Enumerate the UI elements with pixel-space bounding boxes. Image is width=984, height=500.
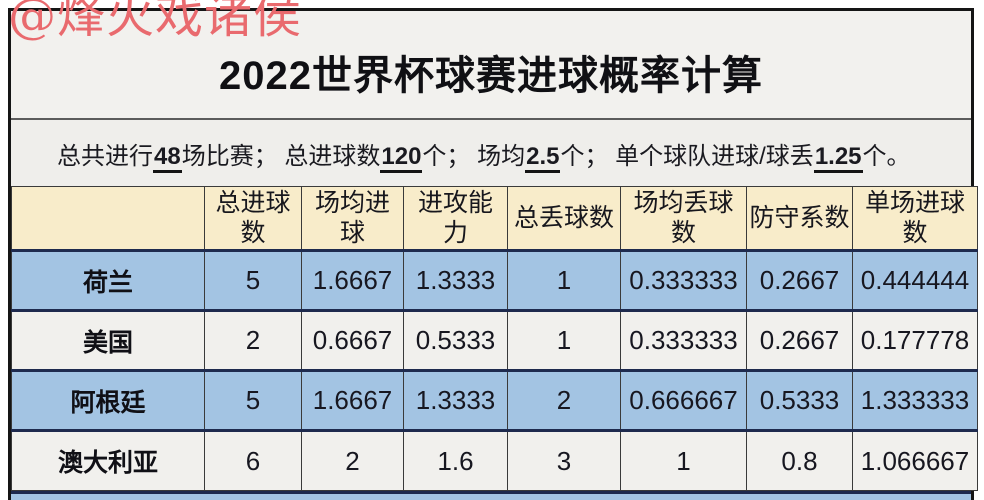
value-cell: 0.333333	[620, 249, 747, 312]
value-cell: 0.5333	[746, 369, 853, 432]
value-cell: 6	[204, 430, 302, 491]
summary-fragment: 个； 场均	[422, 142, 526, 170]
value-cell: 0.6667	[301, 310, 404, 371]
watermark-text: @烽火戏诸侯	[8, 0, 303, 44]
value-cell: 1.6667	[301, 369, 404, 432]
team-name-cell: 澳大利亚	[11, 430, 205, 491]
value-cell: 0.666667	[620, 369, 747, 432]
value-cell: 1.6667	[301, 249, 404, 312]
value-cell: 1.3333	[403, 369, 508, 432]
table-row: 荷兰 5 1.6667 1.3333 1 0.333333 0.2667 0.444444	[11, 249, 978, 312]
header-cell: 进攻能 力	[403, 186, 508, 252]
value-cell: 1.3333	[403, 249, 508, 312]
table-row: 美国 2 0.6667 0.5333 1 0.333333 0.2667 0.177778	[11, 310, 978, 371]
table-row: 阿根廷 5 1.6667 1.3333 2 0.666667 0.5333 1.333333	[11, 369, 978, 432]
header-cell: 总进球 数	[204, 186, 302, 252]
value-cell: 1.066667	[852, 430, 978, 491]
value-cell: 2	[204, 310, 302, 371]
summary-fragment: 场比赛； 总进球数	[181, 142, 381, 170]
value-cell: 5	[204, 369, 302, 432]
header-cell-team	[11, 186, 205, 252]
value-cell: 2	[301, 430, 404, 491]
summary-number: 2.5	[525, 142, 561, 173]
summary-text: 总共进行48场比赛； 总进球数120个； 场均2.5个； 单个球队进球/球丢1.…	[57, 136, 911, 173]
value-cell: 1.333333	[852, 369, 978, 432]
value-cell: 1	[620, 430, 747, 491]
value-cell: 3	[507, 430, 621, 491]
team-name-cell: 荷兰	[11, 249, 205, 312]
summary-number: 48	[153, 142, 182, 173]
value-cell: 0.2667	[746, 249, 853, 312]
header-cell: 防守系数	[746, 186, 853, 252]
header-cell: 场均进 球	[301, 186, 404, 252]
summary-fragment: 总共进行	[57, 142, 153, 170]
header-cell: 场均丢球 数	[620, 186, 747, 252]
value-cell: 0.5333	[403, 310, 508, 371]
summary-fragment: 个； 单个球队进球/球丢	[560, 142, 814, 170]
value-cell: 0.177778	[852, 310, 978, 371]
team-name-cell: 美国	[11, 310, 205, 371]
value-cell: 1	[507, 310, 621, 371]
value-cell: 0.2667	[746, 310, 853, 371]
next-row-cutoff-strip	[11, 491, 971, 500]
summary-fragment: 个。	[862, 142, 911, 170]
value-cell: 0.8	[746, 430, 853, 491]
page-title: 2022世界杯球赛进球概率计算	[219, 53, 763, 98]
summary-number: 120	[380, 142, 423, 173]
value-cell: 1.6	[403, 430, 508, 491]
value-cell: 2	[507, 369, 621, 432]
table-header-row: 总进球 数场均进 球进攻能 力总丢球数 场均丢球 数防守系数 单场进球 数	[11, 186, 978, 252]
value-cell: 5	[204, 249, 302, 312]
value-cell: 0.333333	[620, 310, 747, 371]
stats-table: 总进球 数场均进 球进攻能 力总丢球数 场均丢球 数防守系数 单场进球 数 荷兰 5 1…	[11, 186, 978, 491]
header-cell: 单场进球 数	[852, 186, 978, 252]
table-row: 澳大利亚 6 2 1.6 3 1 0.8 1.066667	[11, 430, 978, 491]
title-block: 2022世界杯球赛进球概率计算	[11, 11, 971, 120]
summary-number: 1.25	[813, 142, 863, 173]
summary-block: 总共进行48场比赛； 总进球数120个； 场均2.5个； 单个球队进球/球丢1.…	[11, 120, 971, 186]
value-cell: 1	[507, 249, 621, 312]
value-cell: 0.444444	[852, 249, 978, 312]
header-cell: 总丢球数	[507, 186, 621, 252]
sheet: 2022世界杯球赛进球概率计算 总共进行48场比赛； 总进球数120个； 场均2…	[8, 8, 978, 500]
team-name-cell: 阿根廷	[11, 369, 205, 432]
